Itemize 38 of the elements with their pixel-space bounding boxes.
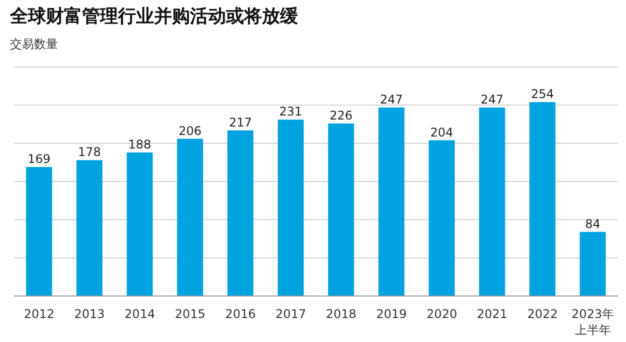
bar <box>378 107 404 296</box>
x-tick-label: 2022 <box>527 307 558 321</box>
bar <box>529 102 556 296</box>
x-tick-label: 2012 <box>24 307 54 321</box>
x-tick-label: 2016 <box>225 307 256 321</box>
data-label: 231 <box>279 104 302 119</box>
x-tick-label: 2015 <box>174 307 206 321</box>
bar <box>428 140 455 296</box>
data-label: 84 <box>585 216 600 231</box>
data-label: 169 <box>28 152 51 166</box>
x-tick-label: 2013 <box>74 307 105 321</box>
bar <box>177 138 204 296</box>
x-tick-label: 2018 <box>326 307 356 321</box>
data-label: 188 <box>128 137 152 152</box>
data-label: 226 <box>330 108 353 122</box>
data-label: 247 <box>380 92 403 106</box>
bar <box>278 120 304 296</box>
data-label: 217 <box>228 115 252 130</box>
x-tick-label: 2017 <box>276 307 306 321</box>
bar <box>76 160 102 296</box>
bar <box>580 232 606 296</box>
data-label: 204 <box>430 125 454 140</box>
bar <box>227 130 254 296</box>
bar <box>328 123 354 296</box>
data-label: 178 <box>78 145 101 160</box>
data-label: 247 <box>480 92 504 106</box>
x-tick-label: 2014 <box>124 307 156 321</box>
y-axis-title: 交易数量 <box>10 36 58 53</box>
data-label: 254 <box>530 87 554 102</box>
bar <box>26 166 52 296</box>
bar <box>126 152 153 296</box>
x-tick-label: 2020 <box>426 307 458 321</box>
x-tick-label: 2019 <box>376 307 407 321</box>
x-tick-label: 2021 <box>476 307 508 321</box>
data-label: 206 <box>178 124 202 138</box>
bar <box>479 107 506 296</box>
chart-title: 全球财富管理行业并购活动或将放缓 <box>10 5 298 28</box>
x-tick-label: 2023年上半年 <box>572 307 614 337</box>
